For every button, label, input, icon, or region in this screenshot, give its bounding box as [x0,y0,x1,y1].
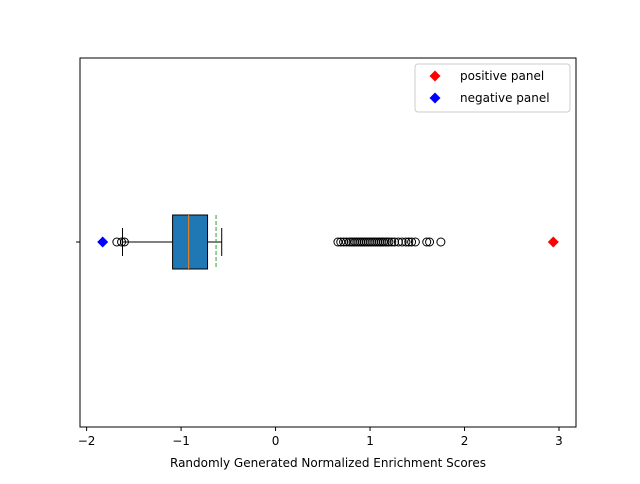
outlier-point [410,237,420,247]
outlier-point [425,237,435,247]
legend-marker-positive-panel [429,70,441,82]
legend-label: positive panel [460,69,544,83]
outlier-point [407,237,417,247]
legend-box [414,63,571,113]
outlier-point [117,237,127,247]
x-axis: −2 −1 0 1 2 3 [76,241,563,448]
x-tick-label: 1 [366,434,374,448]
marker-negative-panel [97,236,109,248]
x-axis-label: Randomly Generated Normalized Enrichment… [170,456,486,470]
outlier-point [387,237,397,247]
legend-marker-negative-panel [429,92,441,104]
legend-label: negative panel [460,91,550,105]
plot-area [97,214,559,270]
outlier-point [436,237,446,247]
outlier-point [401,237,411,247]
outlier-point [119,237,129,247]
outlier-point [404,237,414,247]
outlier-point [333,237,343,247]
outlier-point [397,237,407,247]
x-tick-label: −2 [78,434,96,448]
x-tick-label: 0 [272,434,280,448]
outlier-point [336,237,346,247]
marker-positive-panel [547,236,559,248]
iqr-box [172,214,209,270]
x-tick-label: 3 [555,434,563,448]
x-tick-label: −1 [172,434,190,448]
legend: positive panel negative panel [414,63,571,113]
x-tick-label: 2 [461,434,469,448]
outlier-point [422,237,432,247]
outlier-point [341,237,351,247]
outlier-point [384,237,394,247]
